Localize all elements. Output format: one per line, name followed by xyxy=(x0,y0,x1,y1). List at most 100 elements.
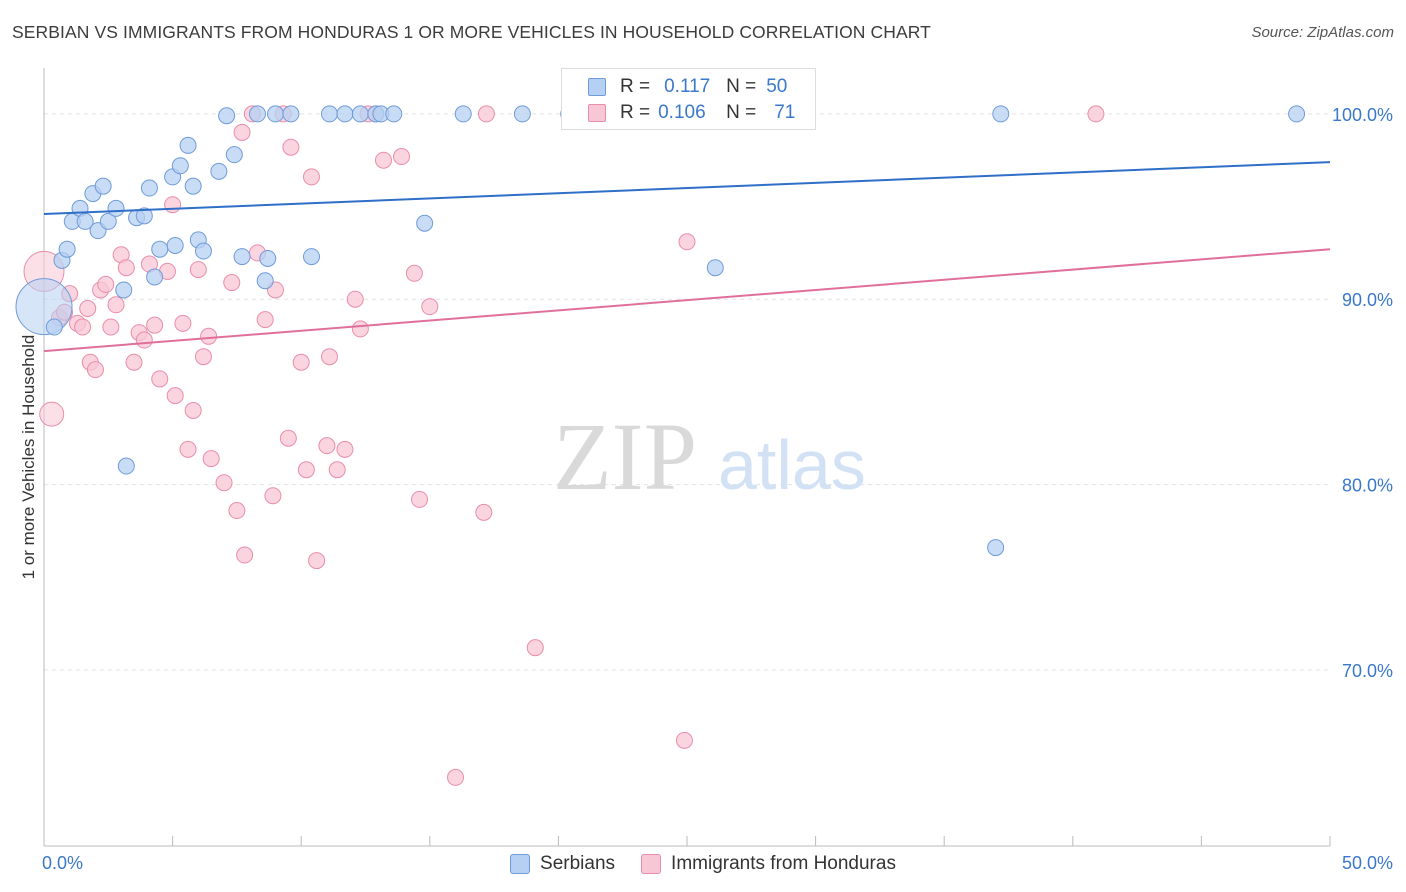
serbians-point xyxy=(115,281,133,299)
honduras-point xyxy=(79,300,97,318)
watermark-zip: ZIP xyxy=(553,403,697,510)
legend-item-honduras[interactable]: Immigrants from Honduras xyxy=(641,853,896,875)
honduras-point xyxy=(675,731,693,749)
serbians-point xyxy=(146,268,164,286)
honduras-trend-line xyxy=(43,248,1331,353)
serbians-point xyxy=(107,199,125,217)
honduras-point xyxy=(146,316,164,334)
serbians-point xyxy=(259,249,277,267)
serbians-point xyxy=(282,105,300,123)
honduras-point xyxy=(179,440,197,458)
honduras-point xyxy=(318,437,336,455)
honduras-point xyxy=(411,490,429,508)
honduras-point xyxy=(375,151,393,169)
honduras-point xyxy=(447,768,465,786)
serbians-point xyxy=(225,146,243,164)
serbians-point xyxy=(454,105,472,123)
honduras-point xyxy=(102,318,120,336)
honduras-point xyxy=(236,546,254,564)
serbians-point xyxy=(320,105,338,123)
honduras-point xyxy=(125,353,143,371)
honduras-point xyxy=(302,168,320,186)
honduras-point xyxy=(328,461,346,479)
honduras-point xyxy=(86,361,104,379)
honduras-point xyxy=(202,450,220,468)
honduras-point xyxy=(526,639,544,657)
honduras-point xyxy=(215,474,233,492)
serbians-point xyxy=(706,259,724,277)
source-label: Source: ZipAtlas.com xyxy=(1251,24,1394,41)
serbians-point xyxy=(117,457,135,475)
serbians-point xyxy=(15,278,73,336)
honduras-point xyxy=(107,296,125,314)
serbians-point xyxy=(140,179,158,197)
serbians-point xyxy=(256,272,274,290)
serbians-point xyxy=(302,248,320,266)
serbians-point xyxy=(45,318,63,336)
honduras-point xyxy=(308,552,326,570)
honduras-point xyxy=(346,290,364,308)
honduras-point xyxy=(228,502,246,520)
serbians-trend-line xyxy=(43,161,1331,215)
serbians-legend-label: Serbians xyxy=(540,853,616,874)
y-tick-label: 80.0% xyxy=(1342,476,1393,496)
serbians-point xyxy=(233,248,251,266)
serbians-point xyxy=(336,105,354,123)
x-tick-label: 50.0% xyxy=(1342,853,1393,873)
gridlines xyxy=(44,113,1330,671)
honduras-point xyxy=(264,487,282,505)
serbians-point xyxy=(194,242,212,260)
honduras-point xyxy=(477,105,495,123)
honduras-point xyxy=(678,233,696,251)
series-legend: Serbians Immigrants from Honduras xyxy=(0,852,1406,876)
serbians-point xyxy=(266,105,284,123)
honduras-point xyxy=(74,318,92,336)
honduras-point xyxy=(320,348,338,366)
honduras-point xyxy=(151,370,169,388)
y-tick-labels: 100.0% 90.0% 80.0% 70.0% xyxy=(1332,105,1393,681)
honduras-swatch xyxy=(588,104,606,122)
serbians-point xyxy=(218,107,236,125)
serbians-point xyxy=(76,212,94,230)
honduras-point xyxy=(1087,105,1105,123)
honduras-point xyxy=(194,348,212,366)
honduras-point xyxy=(200,327,218,345)
r-label: R = xyxy=(620,76,651,97)
honduras-point xyxy=(174,314,192,332)
serbians-point xyxy=(151,240,169,258)
honduras-point xyxy=(39,401,65,427)
trend-lines xyxy=(43,161,1331,353)
serbians-point xyxy=(1288,105,1306,123)
serbians-point xyxy=(385,105,403,123)
honduras-point xyxy=(297,461,315,479)
serbians-point xyxy=(248,105,266,123)
serbians-legend-swatch xyxy=(510,854,531,874)
honduras-point xyxy=(184,401,202,419)
serbians-point xyxy=(992,105,1010,123)
serbians-point xyxy=(179,136,197,154)
honduras-point xyxy=(292,353,310,371)
honduras-point xyxy=(405,264,423,282)
serbians-point xyxy=(513,105,531,123)
legend-item-serbians[interactable]: Serbians xyxy=(510,853,615,875)
stats-legend: R = 0.117 N = 50 R = 0.106 N = 71 xyxy=(561,68,816,130)
serbians-point xyxy=(416,214,434,232)
serbians-point xyxy=(58,240,76,258)
honduras-point xyxy=(189,261,207,279)
watermark-atlas: atlas xyxy=(718,426,866,504)
honduras-point xyxy=(97,275,115,293)
x-tick-label: 0.0% xyxy=(42,853,83,873)
x-tick-labels: 0.0% 50.0% xyxy=(42,853,1393,873)
honduras-point xyxy=(223,274,241,292)
honduras-point xyxy=(393,148,411,166)
honduras-point xyxy=(117,259,135,277)
honduras-point xyxy=(475,503,493,521)
legend-row-serbians: R = 0.117 N = 50 xyxy=(588,74,787,100)
y-axis-label: 1 or more Vehicles in Household xyxy=(19,335,38,580)
honduras-legend-swatch xyxy=(641,854,662,874)
serbians-r-value: 0.117 xyxy=(664,76,711,97)
x-ticks xyxy=(43,836,1331,846)
honduras-point xyxy=(279,429,297,447)
serbians-n-value: 50 xyxy=(766,76,788,97)
serbians-point xyxy=(351,105,369,123)
